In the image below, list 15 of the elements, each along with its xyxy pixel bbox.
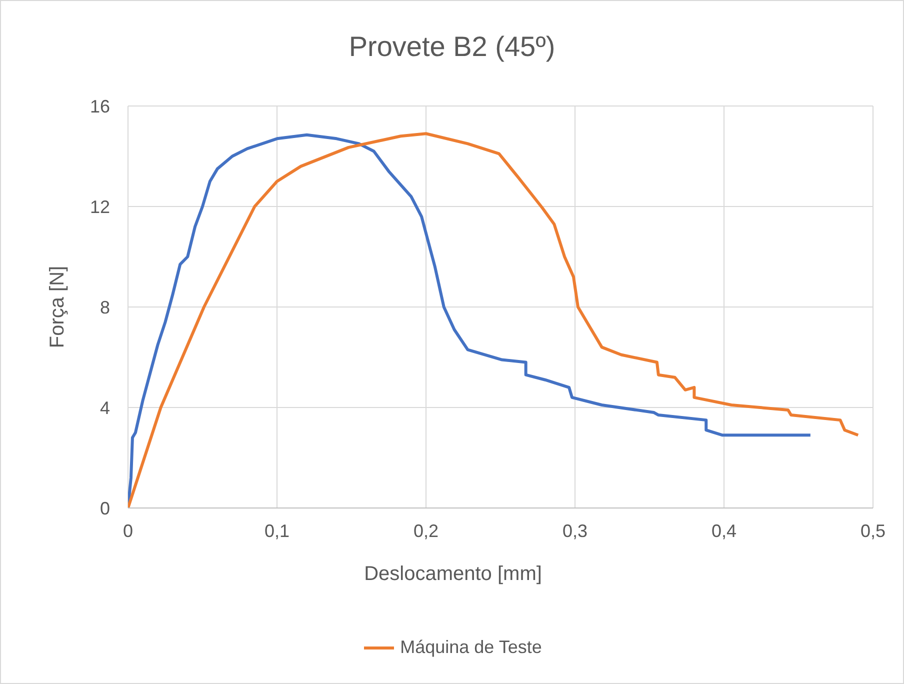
- x-tick-label: 0,2: [413, 520, 439, 541]
- y-tick-label: 12: [90, 196, 110, 217]
- x-tick-label: 0: [122, 520, 134, 541]
- y-tick-label: 0: [100, 498, 110, 518]
- chart-title: Provete B2 (45º): [348, 31, 556, 63]
- x-tick-label: 0,4: [711, 520, 737, 541]
- x-tick-label: 0,3: [562, 520, 588, 541]
- y-tick-label: 16: [90, 96, 110, 116]
- x-tick-label: 0,1: [264, 520, 290, 541]
- y-axis-title: Força [N]: [46, 266, 70, 348]
- x-axis-title: Deslocamento [mm]: [363, 563, 543, 586]
- y-tick-label: 4: [100, 398, 110, 418]
- x-tick-label: 0,5: [860, 520, 886, 541]
- y-tick-label: 8: [100, 297, 110, 318]
- legend-label: Máquina de Teste: [400, 637, 542, 658]
